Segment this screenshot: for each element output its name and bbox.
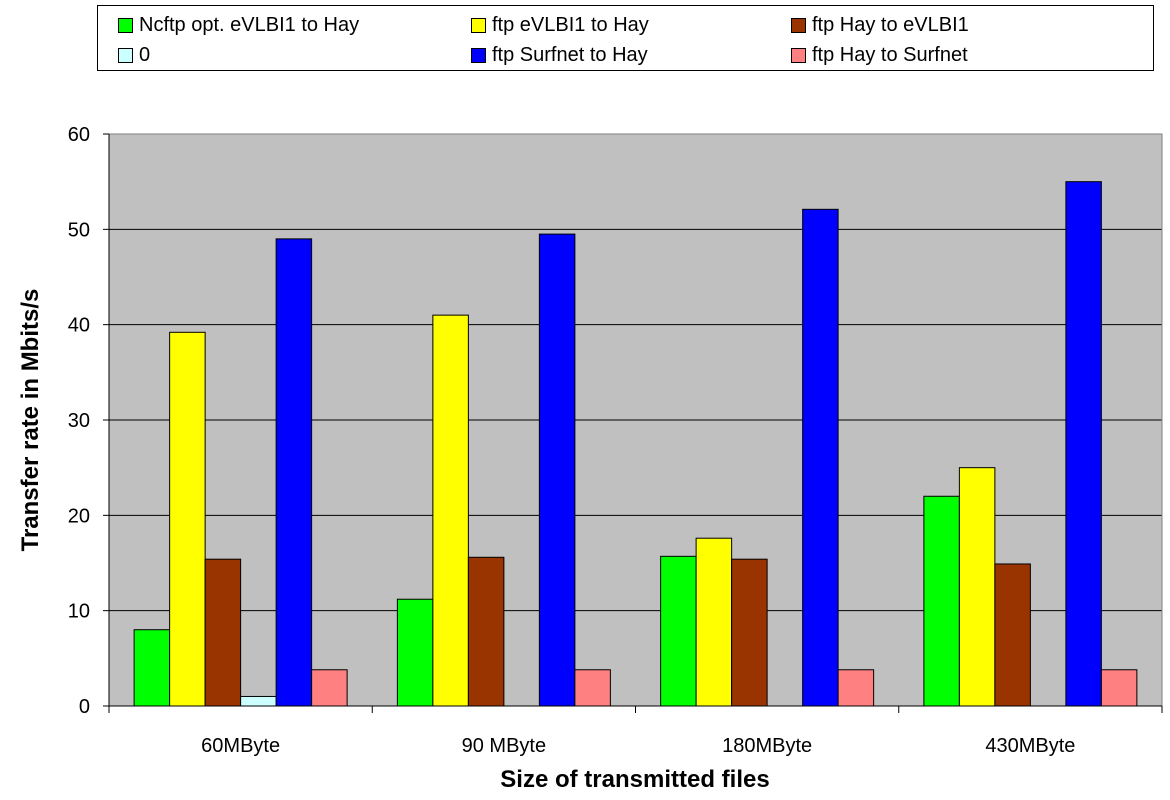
bar bbox=[660, 555, 697, 707]
x-tick-label: 430MByte bbox=[985, 735, 1075, 757]
legend-item: Ncftp opt. eVLBI1 to Hay bbox=[118, 13, 359, 37]
bar bbox=[538, 233, 576, 707]
legend-label: ftp eVLBI1 to Hay bbox=[492, 13, 649, 36]
legend-item: 0 bbox=[118, 43, 150, 67]
x-tick-label: 180MByte bbox=[722, 735, 812, 757]
bars bbox=[133, 181, 1138, 707]
x-axis-label: Size of transmitted files bbox=[500, 766, 769, 793]
bar bbox=[695, 537, 733, 707]
legend-swatch bbox=[791, 17, 806, 33]
legend-label: ftp Hay to Surfnet bbox=[812, 43, 968, 66]
bar bbox=[396, 598, 434, 707]
bar bbox=[133, 629, 171, 707]
bar bbox=[240, 695, 277, 707]
legend-swatch bbox=[791, 47, 806, 63]
legend-item: ftp Surfnet to Hay bbox=[471, 43, 648, 67]
legend-label: ftp Hay to eVLBI1 bbox=[812, 13, 969, 36]
bar bbox=[731, 558, 768, 707]
legend-swatch bbox=[118, 17, 133, 33]
bar bbox=[837, 669, 875, 707]
bar bbox=[1065, 181, 1102, 707]
legend-swatch bbox=[471, 47, 486, 63]
bar bbox=[1100, 669, 1138, 707]
legend-label: ftp Surfnet to Hay bbox=[492, 43, 648, 66]
y-tick-label: 20 bbox=[68, 505, 90, 527]
bar bbox=[802, 208, 839, 707]
bar bbox=[432, 314, 469, 707]
x-tick-label: 60MByte bbox=[201, 735, 280, 757]
bar bbox=[574, 669, 611, 707]
x-tick-labels: 60MByte 90 MByte 180MByte 430MByte bbox=[201, 735, 1075, 757]
legend-item: ftp Hay to Surfnet bbox=[791, 43, 968, 67]
y-tick-label: 30 bbox=[68, 410, 90, 432]
legend-item: ftp eVLBI1 to Hay bbox=[471, 13, 649, 37]
bar bbox=[311, 669, 348, 707]
legend-label: Ncftp opt. eVLBI1 to Hay bbox=[139, 13, 360, 36]
y-tick-label: 50 bbox=[68, 219, 90, 241]
bar bbox=[204, 558, 242, 707]
y-axis-label: Transfer rate in Mbits/s bbox=[17, 289, 44, 552]
y-tick-label: 60 bbox=[68, 124, 90, 146]
y-tick-labels: 0 10 20 30 40 50 60 bbox=[68, 124, 90, 718]
legend: Ncftp opt. eVLBI1 to Hay ftp eVLBI1 to Ha… bbox=[97, 5, 1154, 71]
axes bbox=[103, 133, 1163, 713]
legend-item: ftp Hay to eVLBI1 bbox=[791, 13, 969, 37]
y-tick-label: 0 bbox=[79, 696, 90, 718]
x-tick-label: 90 MByte bbox=[462, 735, 546, 757]
bar bbox=[169, 331, 206, 707]
bar bbox=[923, 495, 960, 707]
y-tick-label: 10 bbox=[68, 601, 90, 623]
legend-label: 0 bbox=[139, 43, 151, 66]
bar bbox=[994, 563, 1031, 707]
bar bbox=[275, 238, 313, 707]
legend-swatch bbox=[118, 47, 133, 63]
bar bbox=[467, 556, 505, 707]
y-tick-label: 40 bbox=[68, 315, 90, 337]
bar bbox=[958, 467, 996, 707]
legend-swatch bbox=[471, 17, 486, 33]
